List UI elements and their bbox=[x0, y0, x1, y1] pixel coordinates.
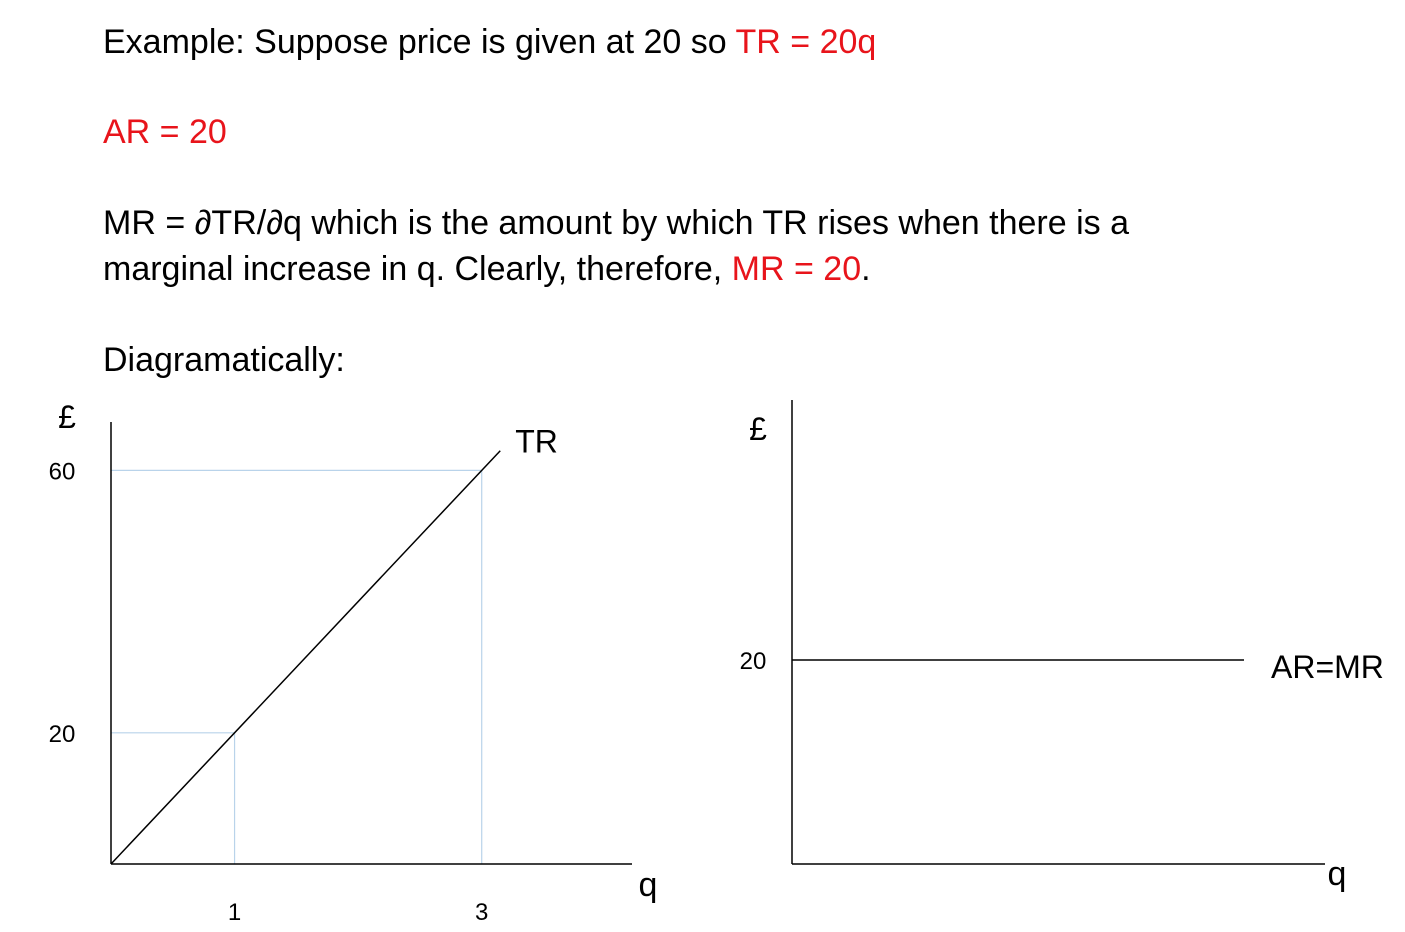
mr-conclusion-period: . bbox=[861, 250, 871, 288]
diagramatically-text: Diagramatically: bbox=[103, 341, 345, 379]
mr-conclusion-line: marginal increase in q. Clearly, therefo… bbox=[103, 246, 871, 292]
example-line: Example: Suppose price is given at 20 so… bbox=[103, 19, 876, 65]
chart1-series-label: TR bbox=[515, 424, 558, 460]
diagramatically-heading: Diagramatically: bbox=[103, 337, 345, 383]
chart1-series-line-tr bbox=[110, 450, 501, 865]
chart1-y-tick-label: 60 bbox=[49, 458, 76, 485]
mr-conclusion-text: marginal increase in q. Clearly, therefo… bbox=[103, 250, 732, 288]
tr-equation: TR = 20q bbox=[735, 23, 877, 61]
chart1-y-tick-label: 20 bbox=[49, 721, 76, 748]
ar-line: AR = 20 bbox=[103, 109, 227, 155]
chart2-series-label: AR=MR bbox=[1271, 649, 1384, 685]
chart1-x-tick-label: 3 bbox=[475, 899, 488, 926]
chart1-y-axis-label: £ bbox=[58, 399, 76, 435]
chart1-x-axis-label: q bbox=[639, 866, 658, 904]
chart1-x-tick-label: 1 bbox=[228, 899, 241, 926]
mr-equation: MR = 20 bbox=[731, 250, 862, 288]
chart2-y-axis-label: £ bbox=[749, 411, 767, 447]
mr-definition-line: MR = ∂TR/∂q which is the amount by which… bbox=[103, 200, 1129, 246]
ar-equation: AR = 20 bbox=[103, 113, 227, 151]
chart2-x-axis-label: q bbox=[1328, 855, 1347, 893]
example-text: Example: Suppose price is given at 20 so bbox=[103, 23, 736, 61]
chart2-y-tick-label: 20 bbox=[740, 648, 767, 675]
mr-definition-text: MR = ∂TR/∂q which is the amount by which… bbox=[103, 204, 1129, 242]
